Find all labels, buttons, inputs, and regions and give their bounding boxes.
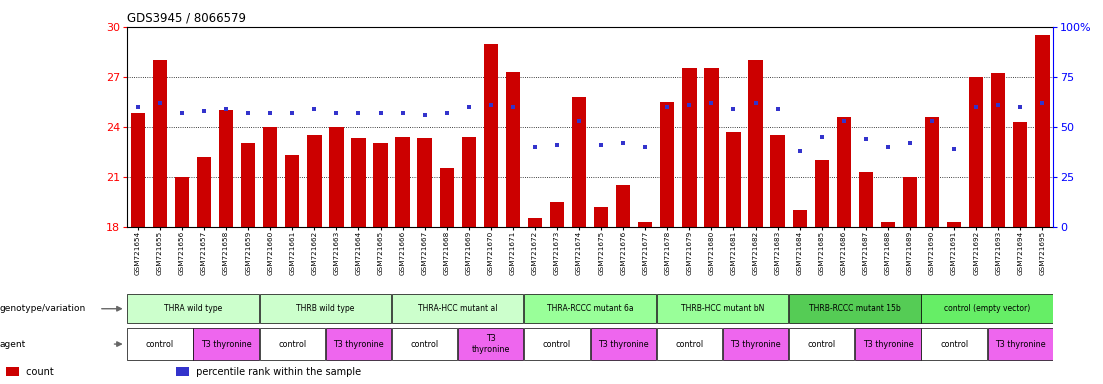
Bar [660,102,674,227]
Text: T3 thyronine: T3 thyronine [995,339,1046,349]
Bar [373,143,388,227]
Bar [259,294,392,323]
Bar [1035,35,1049,227]
Bar [218,110,234,227]
Bar [682,68,697,227]
Text: T3 thyronine: T3 thyronine [598,339,649,349]
Bar [329,127,344,227]
Bar [789,294,921,323]
Bar [285,155,299,227]
Bar [946,222,961,227]
Bar [704,68,719,227]
Bar [127,328,193,360]
Bar [722,328,789,360]
Bar [196,157,211,227]
Text: control: control [146,339,174,349]
Bar [152,60,168,227]
Bar [307,135,322,227]
Text: control: control [940,339,968,349]
Text: T3
thyronine: T3 thyronine [472,334,510,354]
Bar [814,160,828,227]
Bar [127,294,259,323]
Text: percentile rank within the sample: percentile rank within the sample [193,367,361,377]
Bar [921,328,987,360]
Bar [836,117,852,227]
Text: THRA wild type: THRA wild type [164,304,222,313]
Bar [924,117,939,227]
Text: THRA-HCC mutant al: THRA-HCC mutant al [418,304,497,313]
Bar [792,210,806,227]
Bar [921,294,1053,323]
Bar [505,72,521,227]
Bar [174,177,190,227]
Text: control: control [410,339,439,349]
Text: T3 thyronine: T3 thyronine [863,339,913,349]
Bar [572,97,587,227]
Bar [880,222,895,227]
Bar [855,328,921,360]
Bar [439,168,454,227]
Bar [549,202,564,227]
Bar [770,135,784,227]
Bar [240,143,255,227]
Text: genotype/variation: genotype/variation [0,304,86,313]
Bar [638,222,652,227]
Bar [968,77,983,227]
Text: agent: agent [0,339,26,349]
Text: control: control [278,339,307,349]
Bar [615,185,630,227]
Bar [590,328,656,360]
Bar [417,138,432,227]
Bar [524,294,656,323]
Bar [458,328,524,360]
Bar [593,207,609,227]
Text: control (empty vector): control (empty vector) [944,304,1030,313]
Bar [656,328,722,360]
Bar [990,73,1005,227]
Bar [325,328,392,360]
Bar [789,328,855,360]
Bar [656,294,789,323]
Text: count: count [23,367,54,377]
Bar [524,328,590,360]
Text: control: control [543,339,571,349]
Text: THRB-RCCC mutant 15b: THRB-RCCC mutant 15b [808,304,901,313]
Text: control: control [807,339,836,349]
Bar [1013,122,1027,227]
Bar [130,113,146,227]
Bar [263,127,278,227]
Bar [176,367,190,376]
Text: control: control [675,339,704,349]
Text: T3 thyronine: T3 thyronine [333,339,384,349]
Bar [987,328,1053,360]
Bar [483,43,497,227]
Text: THRA-RCCC mutant 6a: THRA-RCCC mutant 6a [547,304,633,313]
Bar [902,177,917,227]
Text: T3 thyronine: T3 thyronine [201,339,251,349]
Bar [527,218,542,227]
Bar [392,294,524,323]
Bar [259,328,325,360]
Text: THRB-HCC mutant bN: THRB-HCC mutant bN [681,304,764,313]
Bar [193,328,259,360]
Bar [461,137,476,227]
Bar [395,137,410,227]
Bar [858,172,872,227]
Bar [748,60,762,227]
Text: GDS3945 / 8066579: GDS3945 / 8066579 [127,11,246,24]
Bar [392,328,458,360]
Text: T3 thyronine: T3 thyronine [730,339,781,349]
Bar [7,367,20,376]
Bar [351,138,366,227]
Text: THRB wild type: THRB wild type [297,304,354,313]
Bar [726,132,741,227]
